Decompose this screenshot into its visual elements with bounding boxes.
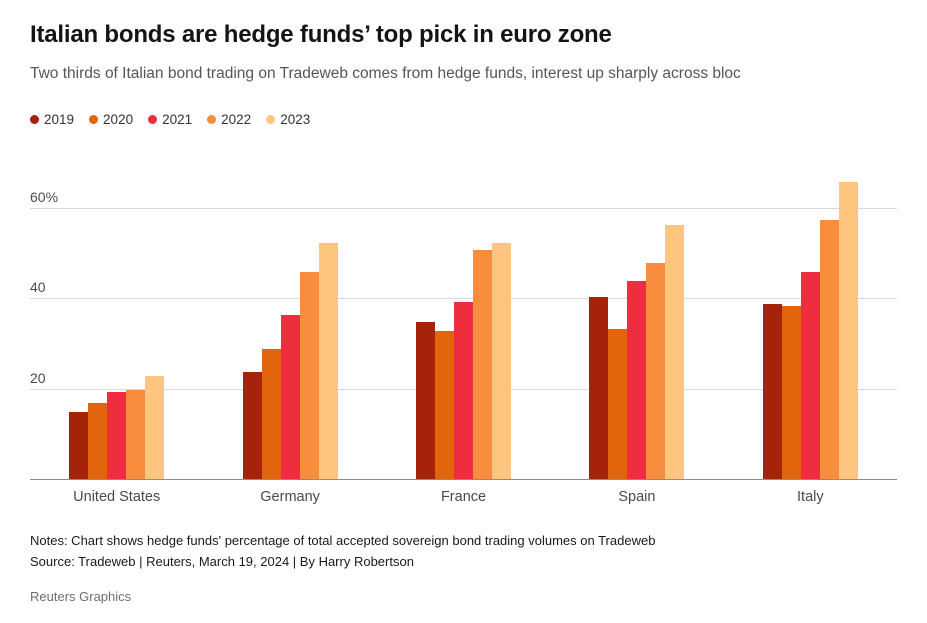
bar-france-2023 bbox=[492, 243, 512, 480]
x-label-france: France bbox=[440, 489, 487, 505]
legend-swatch-2019 bbox=[30, 114, 39, 124]
bar-chart: 20 40 60% United States Germany France Spain I… bbox=[30, 164, 897, 505]
bar-italy-2021 bbox=[800, 272, 820, 480]
legend-item-2021: 2021 bbox=[148, 112, 192, 127]
legend-item-2022: 2022 bbox=[207, 112, 251, 127]
bar-germany-2021 bbox=[280, 315, 300, 480]
bar-spain-2020 bbox=[608, 328, 628, 480]
bar-spain-2019 bbox=[589, 297, 609, 480]
x-axis: United States Germany France Spain Italy bbox=[30, 489, 897, 505]
y-tick-label-40: 40 bbox=[30, 279, 46, 296]
x-label-germany: Germany bbox=[260, 489, 320, 505]
legend-swatch-2023 bbox=[266, 114, 276, 124]
bar-group-france bbox=[377, 164, 550, 480]
bar-group-spain bbox=[550, 164, 723, 480]
bar-italy-2023 bbox=[838, 182, 858, 480]
chart-legend: 2019 2020 2021 2022 2023 bbox=[30, 110, 897, 128]
bar-france-2021 bbox=[454, 301, 474, 480]
bar-spain-2023 bbox=[665, 224, 685, 480]
bar-united-states-2023 bbox=[145, 376, 165, 480]
gridline-60: 60% bbox=[30, 189, 897, 210]
legend-item-2020: 2020 bbox=[89, 112, 133, 127]
y-tick-label-20: 20 bbox=[30, 369, 46, 386]
x-label-united-states: United States bbox=[73, 489, 161, 505]
bar-germany-2020 bbox=[261, 349, 281, 480]
x-label-spain: Spain bbox=[618, 489, 656, 505]
x-label-italy: Italy bbox=[797, 489, 824, 505]
legend-label-2023: 2023 bbox=[280, 111, 311, 127]
chart-notes: Notes: Chart shows hedge funds' percenta… bbox=[30, 533, 656, 548]
bar-germany-2019 bbox=[242, 371, 262, 480]
bar-spain-2021 bbox=[627, 281, 647, 480]
legend-item-2023: 2023 bbox=[266, 112, 310, 127]
bar-group-germany bbox=[203, 164, 376, 480]
chart-source: Source: Tradeweb | Reuters, March 19, 20… bbox=[30, 554, 414, 569]
bar-france-2020 bbox=[435, 331, 455, 480]
legend-label-2020: 2020 bbox=[103, 111, 134, 127]
bar-united-states-2019 bbox=[69, 412, 89, 480]
legend-label-2022: 2022 bbox=[221, 111, 252, 127]
bar-groups bbox=[30, 164, 897, 480]
x-axis-baseline bbox=[30, 479, 897, 480]
reuters-graphics-credit: Reuters Graphics bbox=[30, 589, 132, 604]
bar-italy-2020 bbox=[781, 306, 801, 480]
bar-group-united-states bbox=[30, 164, 203, 480]
legend-label-2021: 2021 bbox=[162, 111, 193, 127]
bar-united-states-2022 bbox=[126, 389, 146, 480]
bar-spain-2022 bbox=[646, 263, 666, 480]
bar-germany-2022 bbox=[299, 272, 319, 480]
bar-france-2022 bbox=[473, 249, 493, 480]
legend-label-2019: 2019 bbox=[44, 111, 75, 127]
legend-item-2019: 2019 bbox=[30, 112, 74, 127]
bar-united-states-2021 bbox=[107, 391, 127, 480]
legend-swatch-2021 bbox=[148, 114, 158, 124]
bar-germany-2023 bbox=[318, 243, 338, 480]
y-tick-label-60: 60% bbox=[30, 189, 59, 206]
legend-swatch-2022 bbox=[207, 114, 217, 124]
bar-united-states-2020 bbox=[88, 403, 108, 480]
gridline-40: 40 bbox=[30, 279, 897, 300]
bar-france-2019 bbox=[416, 322, 436, 480]
bar-italy-2022 bbox=[819, 220, 839, 480]
page-title: Italian bonds are hedge funds’ top pick … bbox=[30, 21, 612, 48]
notes-block: Notes: Chart shows hedge funds' percenta… bbox=[30, 530, 897, 572]
bar-group-italy bbox=[724, 164, 897, 480]
plot-area: 20 40 60% bbox=[30, 164, 897, 480]
bar-italy-2019 bbox=[762, 303, 782, 480]
chart-subtitle: Two thirds of Italian bond trading on Tr… bbox=[30, 65, 741, 82]
legend-swatch-2020 bbox=[89, 114, 99, 124]
